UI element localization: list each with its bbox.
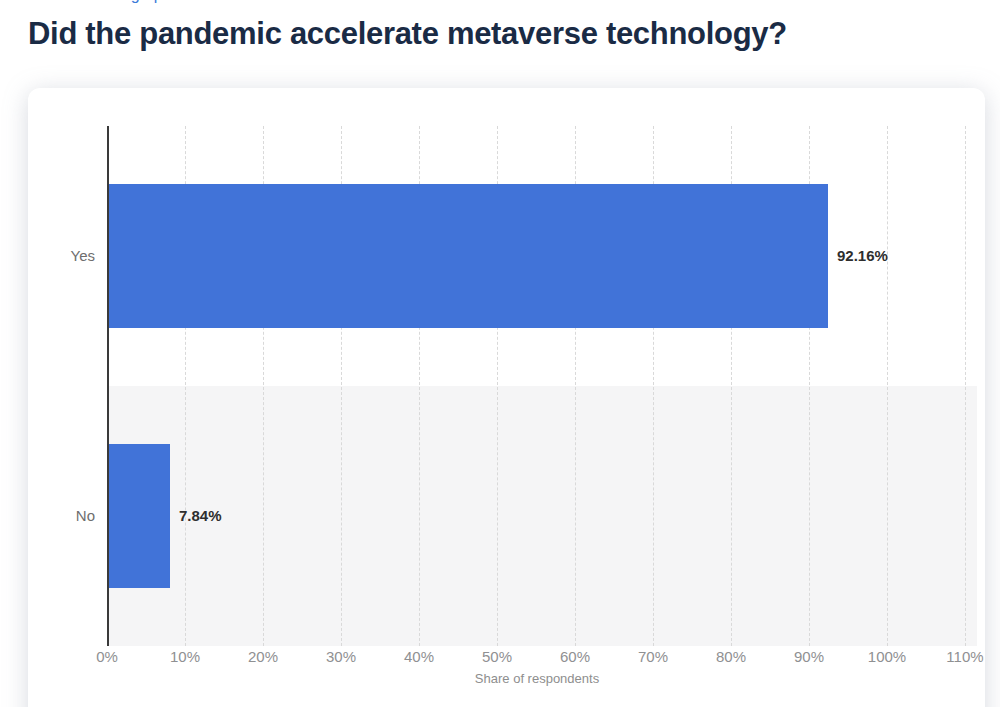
bar-yes[interactable] (109, 184, 828, 328)
partial-top-link: Infographic (104, 0, 244, 8)
page-title: Did the pandemic accelerate metaverse te… (28, 16, 988, 52)
value-label-yes: 92.16% (837, 247, 888, 264)
x-tick-label: 60% (540, 648, 610, 665)
bar-chart: Share of respondents 0% 10% 20% 30% 40% 50% 60… (28, 88, 985, 707)
gridline-110% (965, 126, 966, 646)
x-tick-label: 80% (696, 648, 766, 665)
row-highlight-band (109, 386, 977, 646)
cropped-blue-link[interactable]: Infographic (104, 0, 183, 4)
x-tick-label: 20% (228, 648, 298, 665)
x-tick-label: 90% (774, 648, 844, 665)
gridline-100% (887, 126, 888, 646)
x-tick-label: 110% (930, 648, 1000, 665)
bar-no[interactable] (109, 444, 170, 588)
chart-card: Share of respondents 0% 10% 20% 30% 40% 50% 60… (28, 88, 985, 707)
x-tick-label: 30% (306, 648, 376, 665)
category-label-yes: Yes (28, 247, 95, 264)
x-axis-title: Share of respondents (107, 671, 967, 686)
x-tick-label: 10% (150, 648, 220, 665)
x-tick-label: 40% (384, 648, 454, 665)
x-tick-label: 50% (462, 648, 532, 665)
category-label-no: No (28, 507, 95, 524)
x-tick-label: 70% (618, 648, 688, 665)
x-tick-label: 100% (852, 648, 922, 665)
value-label-no: 7.84% (179, 507, 222, 524)
x-tick-label: 0% (72, 648, 142, 665)
page: Infographic Did the pandemic accelerate … (0, 0, 1000, 707)
